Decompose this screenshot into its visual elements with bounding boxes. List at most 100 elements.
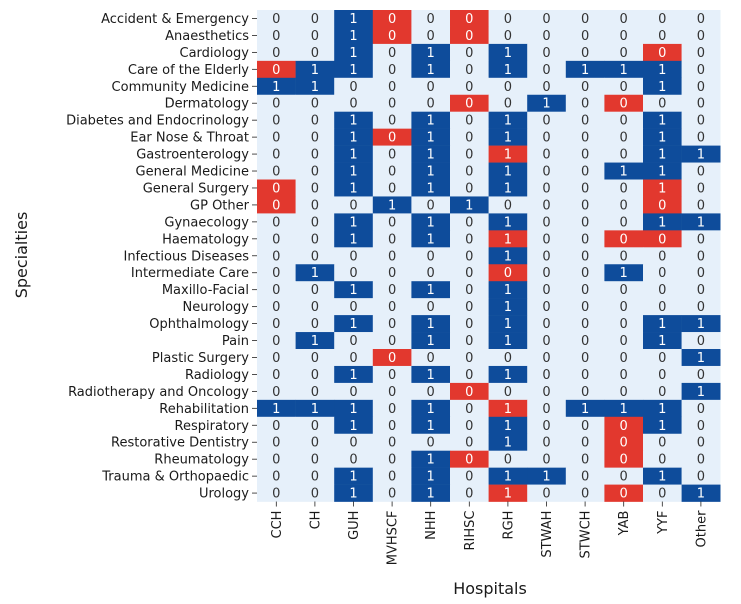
cell-value-label: 1: [581, 63, 589, 78]
cell-value-label: 0: [465, 300, 473, 315]
heatmap-cell: [372, 179, 412, 197]
cell-value-label: 0: [504, 351, 512, 366]
cell-value-label: 0: [581, 317, 589, 332]
heatmap-cell: [565, 315, 605, 333]
cell-value-label: 0: [427, 97, 435, 112]
heatmap-cell: [450, 382, 489, 401]
cell-value-label: 0: [542, 487, 550, 502]
heatmap-cell: [334, 145, 374, 163]
cell-value-label: 1: [504, 317, 512, 332]
cell-value-label: 0: [581, 249, 589, 264]
heatmap-cell: [257, 399, 296, 418]
cell-value-label: 0: [581, 436, 589, 451]
cell-value-label: 0: [620, 131, 628, 146]
cell-value-label: 0: [697, 165, 705, 180]
heatmap-cell: [527, 382, 567, 401]
cell-value-label: 0: [542, 29, 550, 44]
heatmap-cell: [604, 332, 644, 350]
cell-value-label: 0: [542, 436, 550, 451]
cell-value-label: 0: [658, 436, 666, 451]
heatmap-cell: [527, 416, 567, 435]
cell-value-label: 0: [620, 436, 628, 451]
heatmap-cell: [565, 230, 605, 248]
cell-value-label: 1: [697, 317, 705, 332]
heatmap-cell: [527, 230, 567, 248]
heatmap-cell: [372, 399, 412, 418]
heatmap-cell: [488, 315, 528, 333]
heatmap-cell: [372, 416, 412, 435]
heatmap-cell: [257, 10, 296, 28]
heatmap-cell: [565, 484, 605, 502]
cell-value-label: 1: [311, 402, 319, 417]
heatmap-cell: [565, 399, 605, 418]
cell-value-label: 0: [311, 487, 319, 502]
cell-value-label: 1: [311, 80, 319, 95]
heatmap-cell: [450, 145, 489, 163]
cell-value-label: 0: [504, 453, 512, 468]
heatmap-cell: [334, 399, 374, 418]
cell-value-label: 1: [504, 419, 512, 434]
heatmap-cells: 0 0 1 0 0 0 0 0 0 0 0 0 0 0 1 0 0 0 0 0 0 0 0 0 0 0 1 0 1 0 1 0 0 0 0 0 0 1 1 0…: [257, 10, 721, 502]
cell-value-label: 0: [465, 46, 473, 61]
cell-value-label: 0: [581, 300, 589, 315]
cell-value-label: 1: [349, 487, 357, 502]
cell-value-label: 0: [620, 470, 628, 485]
heatmap-cell: [450, 10, 489, 28]
cell-value-label: 1: [504, 368, 512, 383]
x-tick-label: YAB: [617, 511, 632, 537]
heatmap-cell: [295, 10, 335, 28]
heatmap-cell: [565, 111, 605, 129]
cell-value-label: 1: [504, 300, 512, 315]
heatmap-cell: [295, 43, 335, 62]
heatmap-cell: [565, 467, 605, 485]
heatmap-cell: [527, 26, 567, 45]
heatmap-cell: [295, 281, 335, 299]
cell-value-label: 1: [311, 266, 319, 281]
heatmap-cell: [604, 365, 644, 384]
cell-value-label: 1: [349, 131, 357, 146]
cell-value-label: 1: [427, 368, 435, 383]
heatmap-cell: [643, 315, 682, 333]
cell-value-label: 0: [581, 419, 589, 434]
cell-value-label: 0: [697, 419, 705, 434]
cell-value-label: 1: [504, 131, 512, 146]
cell-value-label: 1: [349, 317, 357, 332]
heatmap-cell: [604, 196, 644, 214]
cell-value-label: 0: [620, 12, 628, 27]
cell-value-label: 1: [388, 198, 396, 213]
cell-value-label: 0: [272, 317, 280, 332]
y-tick-label: Ophthalmology: [149, 317, 249, 332]
heatmap-cell: [257, 179, 296, 197]
cell-value-label: 1: [658, 148, 666, 163]
heatmap-cell: [643, 94, 682, 112]
cell-value-label: 0: [697, 368, 705, 383]
heatmap-cell: [334, 298, 374, 316]
heatmap-cell: [527, 145, 567, 163]
heatmap-cell: [334, 365, 374, 384]
cell-value-label: 0: [311, 97, 319, 112]
y-tick-label: GP Other: [190, 198, 250, 213]
cell-value-label: 1: [349, 215, 357, 230]
cell-value-label: 1: [697, 351, 705, 366]
y-tick-label: Radiotherapy and Oncology: [68, 385, 249, 400]
x-tick-label: CH: [308, 511, 323, 530]
heatmap-cell: [604, 26, 644, 45]
heatmap-cell: [604, 433, 644, 451]
cell-value-label: 0: [697, 300, 705, 315]
cell-value-label: 0: [465, 351, 473, 366]
heatmap-cell: [257, 128, 296, 146]
y-tick-label: Respiratory: [175, 419, 250, 434]
heatmap-cell: [334, 315, 374, 333]
cell-value-label: 1: [427, 334, 435, 349]
heatmap-cell: [334, 467, 374, 485]
y-tick-label: Neurology: [183, 300, 250, 315]
heatmap-cell: [488, 60, 528, 79]
cell-value-label: 0: [272, 198, 280, 213]
cell-value-label: 0: [427, 80, 435, 95]
heatmap-cell: [450, 281, 489, 299]
cell-value-label: 0: [542, 249, 550, 264]
heatmap-cell: [411, 77, 451, 96]
heatmap-cell: [450, 230, 489, 248]
cell-value-label: 0: [272, 249, 280, 264]
heatmap-cell: [681, 128, 721, 146]
